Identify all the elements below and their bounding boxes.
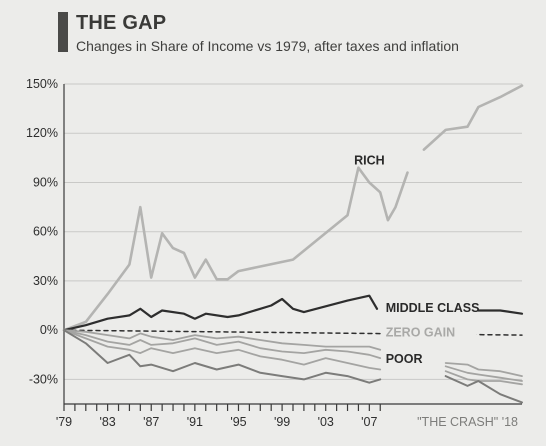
label-background [382, 325, 477, 341]
series-line-faint [444, 362, 523, 377]
series-line-middle [62, 294, 379, 332]
crash-label: "THE CRASH" '18 [417, 415, 518, 429]
x-tick-label: '03 [318, 415, 334, 429]
x-tick-label: '95 [230, 415, 246, 429]
x-tick-label: '87 [143, 415, 159, 429]
series-label: RICH [354, 153, 385, 167]
series-line-rich [422, 84, 524, 151]
y-tick-label: 0% [40, 323, 58, 337]
series-label: ZERO GAIN [386, 326, 455, 340]
x-tick-label: '79 [56, 415, 72, 429]
chart-title: THE GAP [76, 12, 167, 34]
series-line-faint [63, 329, 382, 351]
x-tick-label: '91 [187, 415, 203, 429]
series-label: POOR [386, 352, 423, 366]
series-line-middle [477, 309, 524, 315]
y-tick-label: -30% [29, 372, 58, 386]
x-tick-label: '83 [99, 415, 115, 429]
y-tick-label: 120% [26, 126, 58, 140]
series-line-faint [63, 329, 382, 359]
series-label: MIDDLE CLASS [386, 301, 480, 315]
x-tick-label: '07 [361, 415, 377, 429]
series-line-poor [63, 329, 382, 384]
y-tick-label: 60% [33, 225, 58, 239]
series-line-zero [63, 329, 523, 336]
x-tick-label: '99 [274, 415, 290, 429]
y-tick-label: 30% [33, 274, 58, 288]
series-line-faint [444, 365, 523, 382]
y-tick-label: 150% [26, 77, 58, 91]
series-line-faint [63, 329, 382, 371]
series-line-poor [444, 375, 523, 404]
title-accent-bar [58, 12, 68, 52]
y-tick-label: 90% [33, 175, 58, 189]
series-line-rich [62, 166, 409, 332]
chart-subtitle: Changes in Share of Income vs 1979, afte… [76, 38, 459, 54]
